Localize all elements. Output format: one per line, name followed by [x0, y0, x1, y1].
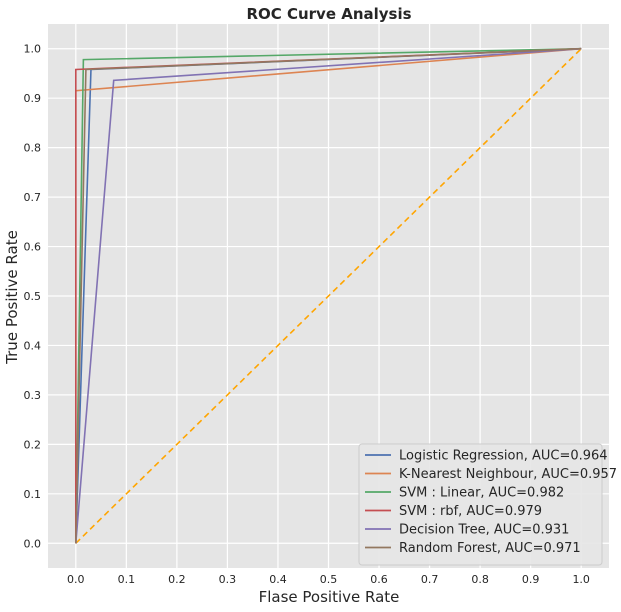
y-tick-label: 0.6 — [24, 241, 42, 254]
y-tick-label: 0.2 — [24, 438, 42, 451]
y-tick-label: 1.0 — [24, 43, 42, 56]
legend-entry: Logistic Regression, AUC=0.964 — [399, 449, 608, 464]
x-tick-label: 0.5 — [320, 573, 338, 586]
legend-box — [358, 443, 603, 566]
legend-entry: SVM : rbf, AUC=0.979 — [399, 504, 542, 519]
legend-entry: Random Forest, AUC=0.971 — [399, 541, 581, 556]
legend-entry: SVM : Linear, AUC=0.982 — [399, 486, 564, 501]
y-tick-label: 0.8 — [24, 142, 42, 155]
x-tick-label: 0.8 — [471, 573, 489, 586]
series-line-5 — [74, 47, 582, 544]
legend-entry: K-Nearest Neighbour, AUC=0.957 — [399, 467, 617, 482]
x-axis-label: Flase Positive Rate — [259, 588, 400, 606]
y-tick-label: 0.0 — [24, 537, 42, 550]
x-tick-labels: 0.0 0.1 0.2 0.3 0.4 0.5 0.6 0.7 0.8 0.9 1.0 — [67, 573, 590, 586]
series-line-2 — [74, 47, 582, 544]
y-tick-label: 0.9 — [24, 92, 42, 105]
y-tick-labels: 0.0 0.1 0.2 0.3 0.4 0.5 0.6 0.7 0.8 0.9 1.0 — [24, 43, 42, 551]
y-axis-label: True Positive Rate — [3, 230, 21, 365]
chart-title: ROC Curve Analysis — [246, 5, 411, 23]
y-tick-label: 0.4 — [24, 339, 42, 352]
x-tick-label: 0.0 — [67, 573, 85, 586]
x-tick-label: 0.9 — [522, 573, 540, 586]
x-tick-label: 0.6 — [370, 573, 388, 586]
x-tick-label: 0.4 — [269, 573, 287, 586]
x-tick-label: 0.1 — [118, 573, 136, 586]
x-tick-label: 0.3 — [219, 573, 237, 586]
series-line-4 — [74, 47, 582, 544]
y-tick-label: 0.7 — [24, 191, 42, 204]
legend: Logistic Regression, AUC=0.964 K-Nearest … — [358, 443, 617, 566]
legend-entry: Decision Tree, AUC=0.931 — [399, 523, 569, 538]
reference-diagonal-line — [75, 48, 582, 544]
series-lines-group — [74, 47, 582, 544]
reference-line-group — [75, 48, 582, 544]
y-tick-label: 0.3 — [24, 389, 42, 402]
x-tick-label: 0.2 — [168, 573, 186, 586]
y-tick-label: 0.5 — [24, 290, 42, 303]
x-tick-label: 0.7 — [421, 573, 439, 586]
y-tick-label: 0.1 — [24, 488, 42, 501]
x-tick-label: 1.0 — [572, 573, 590, 586]
